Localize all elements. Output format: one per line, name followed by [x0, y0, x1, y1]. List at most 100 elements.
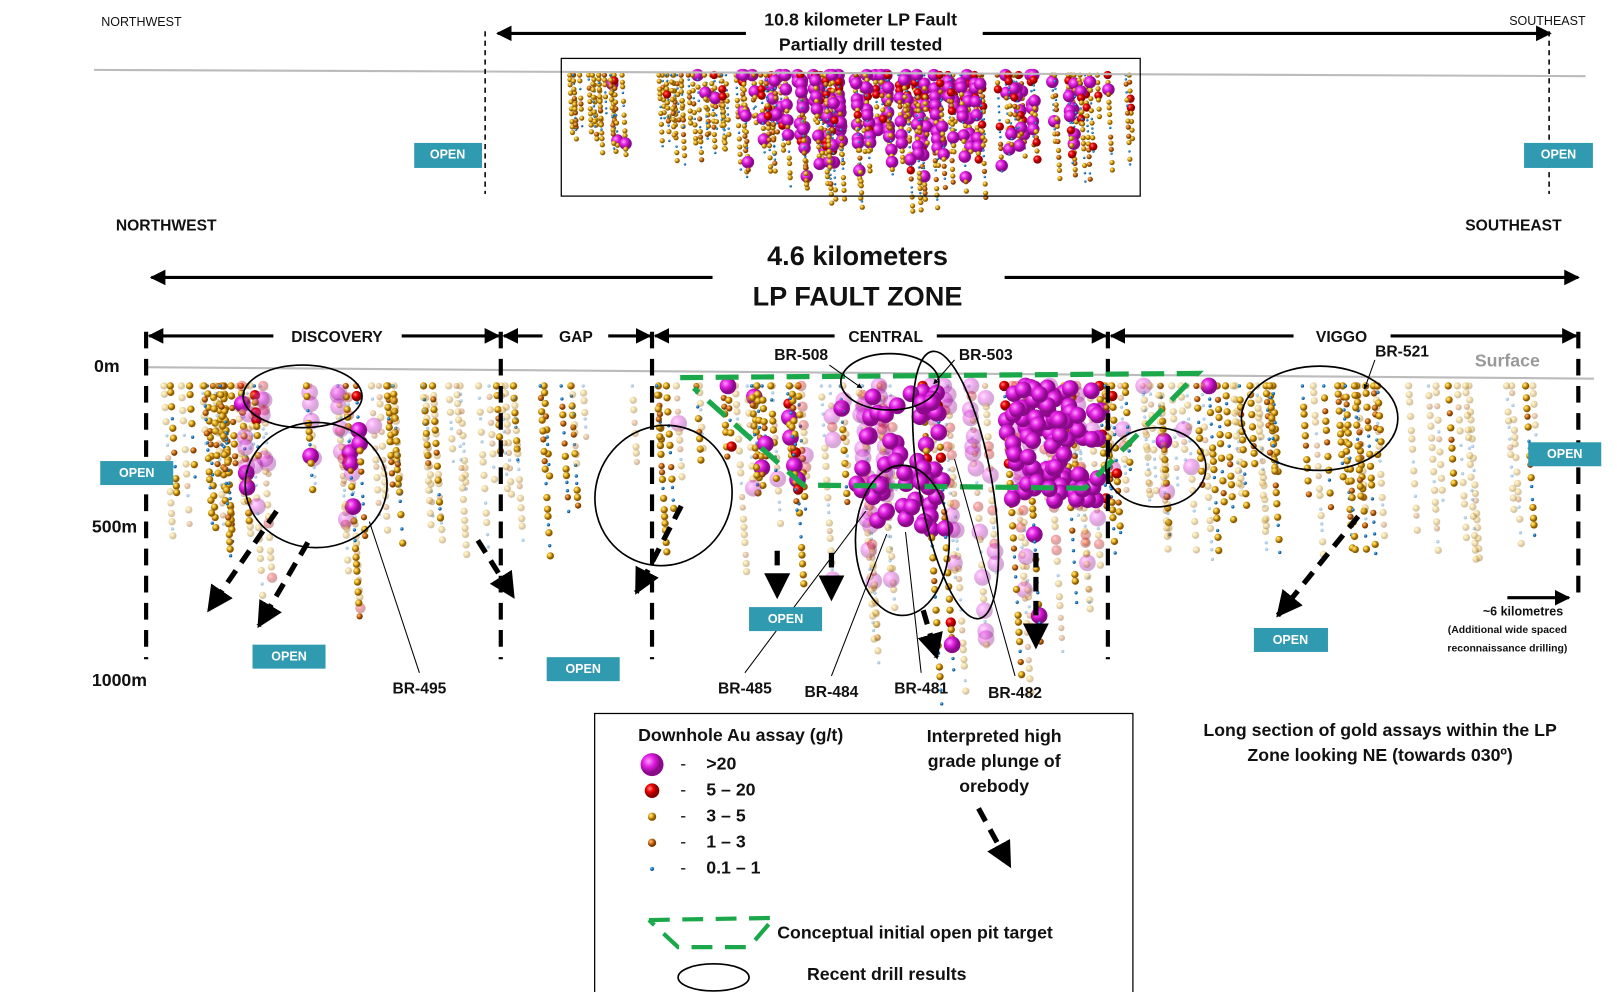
- assay-dot: [903, 107, 909, 113]
- assay-dot: [605, 111, 608, 115]
- assay-dot: [741, 87, 747, 93]
- open-label: OPEN: [271, 649, 306, 663]
- assay-dot: [453, 382, 460, 390]
- assay-dot: [820, 402, 824, 407]
- assay-dot: [666, 441, 674, 450]
- assay-dot: [426, 471, 435, 479]
- assay-dot: [1460, 500, 1469, 508]
- assay-dot: [917, 166, 921, 169]
- assay-dot: [621, 119, 628, 125]
- assay-dot: [545, 529, 553, 537]
- assay-dot: [888, 107, 891, 110]
- assay-dot: [670, 110, 676, 116]
- assay-dot: [1278, 550, 1282, 555]
- legend-sphere: [640, 753, 664, 777]
- assay-dot: [745, 146, 749, 150]
- assay-dot: [356, 613, 363, 620]
- assay-dot: [802, 157, 808, 163]
- assay-dot: [1271, 436, 1275, 441]
- assay-dot: [749, 402, 756, 409]
- assay-dot: [1356, 414, 1364, 423]
- assay-dot: [744, 396, 752, 404]
- assay-dot: [687, 108, 693, 114]
- assay-dot: [888, 384, 892, 388]
- assay-dot: [205, 441, 210, 445]
- assay-dot: [915, 114, 918, 117]
- assay-dot: [882, 432, 899, 450]
- assay-dot: [1273, 500, 1281, 508]
- assay-dot: [266, 572, 278, 583]
- assay-dot: [1216, 431, 1224, 439]
- assay-dot: [780, 142, 786, 148]
- assay-dot: [858, 428, 876, 445]
- assay-dot: [365, 417, 383, 435]
- assay-dot: [820, 144, 824, 148]
- assay-dot: [338, 443, 346, 451]
- legend-sphere: [647, 812, 657, 821]
- assay-dot: [611, 140, 617, 146]
- assay-dot: [1459, 478, 1467, 487]
- open-label: OPEN: [1547, 447, 1582, 461]
- assay-dot: [353, 578, 362, 586]
- assay-dot: [1125, 118, 1131, 124]
- assay-dot: [204, 390, 212, 398]
- assay-dot: [744, 121, 748, 125]
- assay-dot: [1053, 80, 1057, 83]
- assay-dot: [976, 602, 993, 619]
- assay-dot: [1000, 400, 1011, 411]
- assay-dot: [512, 426, 521, 435]
- assay-dot: [1037, 638, 1044, 645]
- assay-dot: [260, 603, 267, 610]
- assay-dot: [765, 95, 769, 99]
- assay-dot: [513, 441, 522, 449]
- assay-dot: [343, 525, 351, 533]
- assay-dot: [1009, 141, 1015, 148]
- assay-dot: [744, 479, 762, 497]
- assay-dot: [224, 481, 228, 486]
- assay-dot: [162, 418, 170, 426]
- assay-dot: [212, 398, 220, 406]
- assay-dot: [760, 384, 764, 388]
- assay-dot: [425, 496, 434, 505]
- assay-dot: [1121, 388, 1130, 397]
- assay-dot: [657, 86, 663, 92]
- assay-dot: [1427, 422, 1435, 430]
- assay-dot: [438, 525, 446, 534]
- assay-dot: [1219, 477, 1227, 485]
- assay-dot: [936, 651, 941, 655]
- assay-dot: [619, 137, 632, 150]
- assay-dot: [621, 112, 627, 118]
- assay-dot: [218, 412, 226, 421]
- assay-dot: [305, 434, 314, 442]
- assay-dot: [1363, 403, 1371, 411]
- assay-dot: [1110, 537, 1119, 546]
- assay-dot: [1056, 162, 1062, 168]
- assay-dot: [982, 117, 986, 121]
- assay-dot: [936, 673, 944, 681]
- assay-dot: [220, 451, 229, 459]
- hole-label: BR-495: [392, 681, 446, 698]
- assay-dot: [1320, 394, 1329, 402]
- assay-dot: [587, 92, 593, 98]
- assay-dot: [944, 422, 948, 427]
- assay-dot: [1263, 398, 1271, 406]
- assay-dot: [1095, 97, 1102, 103]
- assay-dot: [1530, 484, 1534, 489]
- assay-dot: [1372, 532, 1377, 536]
- assay-dot: [733, 408, 741, 416]
- assay-dot: [933, 619, 941, 627]
- assay-dot: [975, 150, 982, 157]
- assay-dot: [761, 424, 768, 432]
- assay-dot: [1531, 412, 1538, 420]
- assay-dot: [850, 99, 864, 112]
- assay-dot: [1066, 126, 1076, 135]
- assay-dot: [888, 118, 892, 121]
- assay-dot: [356, 447, 364, 455]
- assay-dot: [696, 399, 705, 408]
- hole-label: BR-482: [988, 685, 1042, 702]
- assay-dot: [1314, 431, 1318, 436]
- assay-dot: [434, 470, 443, 479]
- assay-dot: [344, 498, 362, 515]
- assay-dot: [503, 413, 511, 421]
- assay-dot: [1466, 460, 1475, 469]
